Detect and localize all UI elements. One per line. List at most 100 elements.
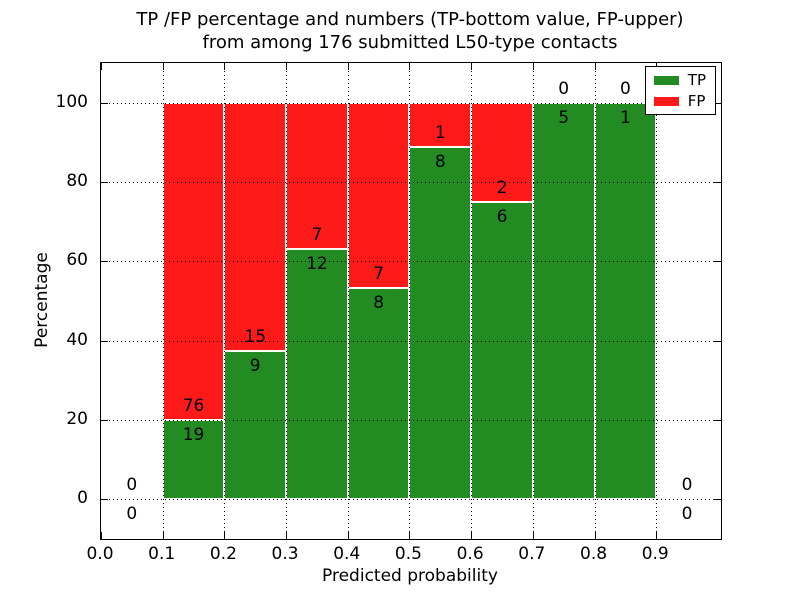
x-tick-label: 0.2 [209,544,237,564]
x-tick-label: 0.1 [148,544,176,564]
h-gridline [101,420,721,421]
x-tick-label: 0.9 [641,544,669,564]
chart-title: TP /FP percentage and numbers (TP-bottom… [100,8,720,54]
h-gridline [101,499,721,501]
x-tick-top [286,63,288,70]
v-gridline [162,63,164,539]
fp-count-label: 0 [558,78,570,99]
x-tick-bottom [656,532,658,539]
x-tick-bottom [594,532,596,539]
x-tick-label: 0.7 [518,544,546,564]
x-tick-label: 0.5 [394,544,422,564]
y-axis-title: Percentage [32,252,52,348]
v-gridline [594,63,596,539]
tp-count-label: 12 [306,253,328,274]
legend-item-fp: FP [653,92,706,110]
y-tick-label: 60 [66,250,88,271]
fp-bar [286,102,348,249]
v-gridline [471,63,473,539]
y-tick-right [714,182,721,183]
x-tick-label: 0.6 [456,544,484,564]
tp-bar [471,201,533,500]
x-tick-top [471,63,473,70]
fp-bar [224,102,287,351]
x-tick-label: 0.3 [271,544,299,564]
tick-marks-layer [101,63,721,539]
x-tick-bottom [224,532,226,539]
v-gridline [224,63,226,539]
x-tick-top [594,63,596,70]
y-tick-left [101,340,108,342]
x-tick-bottom [162,532,164,539]
fp-count-label: 7 [311,224,323,245]
x-tick-top [101,63,102,70]
tp-count-label: 0 [126,504,138,525]
h-gridline [101,261,721,263]
tp-count-label: 8 [373,292,385,313]
tp-bar [594,102,657,500]
x-tick-top [409,63,411,70]
v-gridline [286,63,288,539]
v-gridline [656,63,658,539]
x-tick-top [347,63,349,70]
h-gridline [101,182,721,183]
tp-count-label: 0 [681,504,693,525]
y-tick-left [101,182,108,183]
y-tick-label: 100 [55,91,88,112]
fp-count-label: 2 [496,177,508,198]
x-tick-bottom [471,532,473,539]
y-tick-right [714,261,721,263]
y-tick-right [714,340,721,342]
x-tick-label: 0.0 [86,544,114,564]
fp-bar [162,102,225,420]
y-tick-left [101,420,108,421]
v-gridline [347,63,349,539]
tp-legend-swatch-icon [653,75,679,85]
y-tick-right [714,420,721,421]
tp-count-label: 1 [619,107,631,128]
tp-count-label: 6 [496,206,508,227]
h-gridline [101,102,721,104]
fp-count-label: 1 [434,122,446,143]
legend-item-tp: TP [653,71,706,89]
v-gridline [409,63,411,539]
chart-title-line2: from among 176 submitted L50-type contac… [202,32,618,53]
x-tick-bottom [347,532,349,539]
x-tick-bottom [286,532,288,539]
tp-count-label: 8 [434,151,446,172]
x-tick-top [532,63,534,70]
y-tick-left [101,499,108,501]
x-axis-title: Predicted probability [322,566,498,586]
y-tick-label: 40 [66,329,88,350]
x-tick-bottom [101,532,102,539]
x-tick-top [162,63,164,70]
y-tick-label: 0 [77,488,88,509]
fp-count-label: 0 [126,475,138,496]
fp-count-label: 76 [182,396,205,416]
bar-count-labels-layer: 0 0 76 19 15 9 7 12 7 8 1 8 2 6 0 5 0 1 0 0 [101,63,721,539]
fp-count-label: 15 [244,326,267,347]
chart-title-line1: TP /FP percentage and numbers (TP-bottom… [136,9,684,30]
x-tick-label: 0.8 [580,544,608,564]
gridlines-layer [101,63,721,539]
x-tick-bottom [532,532,534,539]
tp-count-label: 9 [249,355,261,376]
tp-legend-label: TP [687,71,706,89]
y-tick-left [101,261,108,263]
tp-count-label: 19 [182,425,205,445]
fp-count-label: 7 [373,263,385,284]
legend: TP FP [644,66,716,115]
x-tick-bottom [409,532,411,539]
fp-count-label: 0 [681,475,693,496]
fp-legend-label: FP [687,92,706,110]
y-tick-right [714,499,721,501]
y-tick-label: 80 [66,171,88,191]
fp-count-label: 0 [619,78,631,99]
fp-legend-swatch-icon [653,96,679,106]
x-tick-top [224,63,226,70]
y-tick-left [101,102,108,104]
y-tick-right [714,102,721,104]
v-gridline [532,63,534,539]
h-gridline [101,340,721,342]
